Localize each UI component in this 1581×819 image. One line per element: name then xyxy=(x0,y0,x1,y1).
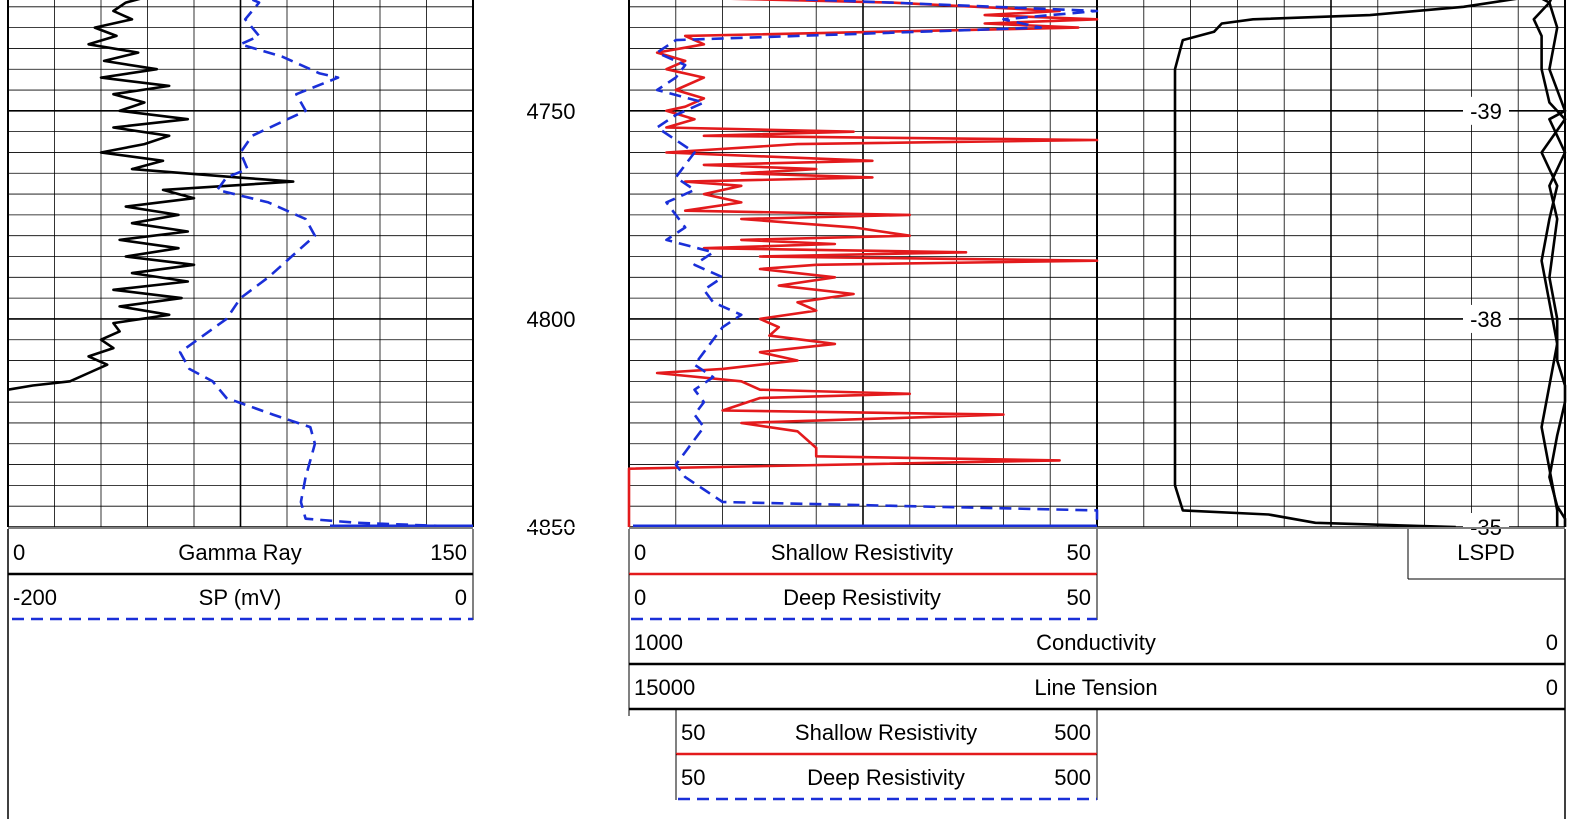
shallow-res-backup-min: 50 xyxy=(681,720,705,745)
gamma-ray-name: Gamma Ray xyxy=(178,540,301,565)
lspd-curve-6 xyxy=(1548,0,1567,527)
deep-resistivity-curve-3 xyxy=(655,0,1099,527)
lspd-tick-bg xyxy=(1463,304,1509,333)
log-curves xyxy=(7,0,1567,529)
lspd-curve-4 xyxy=(1173,0,1517,529)
gamma-ray-max: 150 xyxy=(430,540,467,565)
gamma-ray-min: 0 xyxy=(13,540,25,565)
conductivity-name: Conductivity xyxy=(1036,630,1156,655)
sp-name: SP (mV) xyxy=(199,585,282,610)
shallow-res-backup-name: Shallow Resistivity xyxy=(795,720,977,745)
sp-max: 0 xyxy=(455,585,467,610)
shallow-res-name: Shallow Resistivity xyxy=(771,540,953,565)
lspd-axis: -39-38-35 xyxy=(0,96,1581,541)
line-tension-max: 0 xyxy=(1546,675,1558,700)
lspd-tick-bg xyxy=(1463,96,1509,125)
curve-header-panel: 0 Gamma Ray 150 -200 SP (mV) 0 0 Shallow… xyxy=(7,529,1566,819)
sp-min: -200 xyxy=(13,585,57,610)
line-tension-header: 15000 Line Tension 0 xyxy=(628,664,1565,716)
shallow-res-max: 50 xyxy=(1067,540,1091,565)
depth-tick-label: 4750 xyxy=(527,99,576,124)
shallow-resistivity-backup-header: 50 Shallow Resistivity 500 xyxy=(675,709,1098,756)
sp-header: -200 SP (mV) 0 xyxy=(12,574,474,621)
deep-res-backup-min: 50 xyxy=(681,765,705,790)
sp-mv-curve-1 xyxy=(178,0,469,529)
line-tension-min: 15000 xyxy=(634,675,695,700)
shallow-resistivity-curve-2 xyxy=(627,0,1099,527)
lspd-header: LSPD xyxy=(1407,529,1565,580)
track-grids xyxy=(7,0,1566,528)
deep-res-min: 0 xyxy=(634,585,646,610)
lspd-tick-label: -38 xyxy=(1470,307,1502,332)
conductivity-min: 1000 xyxy=(634,630,683,655)
lspd-name: LSPD xyxy=(1457,540,1514,565)
shallow-res-min: 0 xyxy=(634,540,646,565)
shallow-res-backup-max: 500 xyxy=(1054,720,1091,745)
gamma-ray-curve-0 xyxy=(7,0,295,391)
shallow-resistivity-header: 0 Shallow Resistivity 50 xyxy=(628,529,1098,576)
track-1-grid xyxy=(7,0,474,528)
lspd-tick-label: -39 xyxy=(1470,99,1502,124)
track-3-grid xyxy=(1096,0,1566,528)
lspd-curve-5 xyxy=(1532,0,1567,527)
line-tension-name: Line Tension xyxy=(1034,675,1157,700)
conductivity-max: 0 xyxy=(1546,630,1558,655)
deep-resistivity-backup-header: 50 Deep Resistivity 500 xyxy=(675,754,1098,801)
gamma-ray-header: 0 Gamma Ray 150 xyxy=(7,529,474,576)
deep-res-backup-max: 500 xyxy=(1054,765,1091,790)
deep-res-name: Deep Resistivity xyxy=(783,585,941,610)
deep-res-max: 50 xyxy=(1067,585,1091,610)
conductivity-header: 1000 Conductivity 0 xyxy=(628,620,1565,666)
deep-resistivity-header: 0 Deep Resistivity 50 xyxy=(628,574,1098,621)
deep-res-backup-name: Deep Resistivity xyxy=(807,765,965,790)
depth-tick-label: 4800 xyxy=(527,307,576,332)
